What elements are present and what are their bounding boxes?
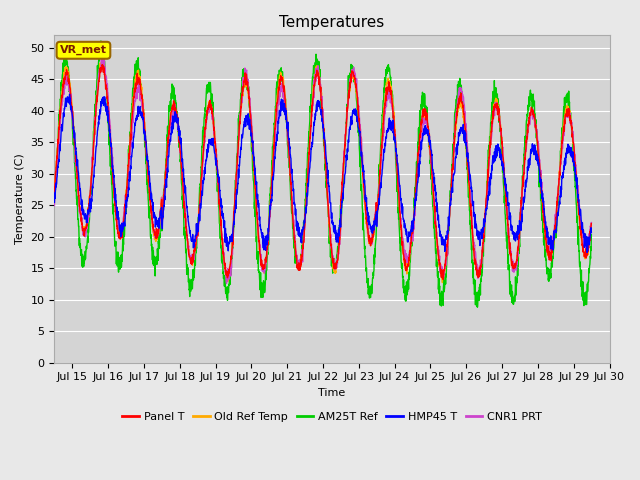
Text: VR_met: VR_met <box>60 45 107 55</box>
Title: Temperatures: Temperatures <box>279 15 385 30</box>
Legend: Panel T, Old Ref Temp, AM25T Ref, HMP45 T, CNR1 PRT: Panel T, Old Ref Temp, AM25T Ref, HMP45 … <box>118 408 546 426</box>
Y-axis label: Temperature (C): Temperature (C) <box>15 154 25 244</box>
X-axis label: Time: Time <box>318 388 346 398</box>
